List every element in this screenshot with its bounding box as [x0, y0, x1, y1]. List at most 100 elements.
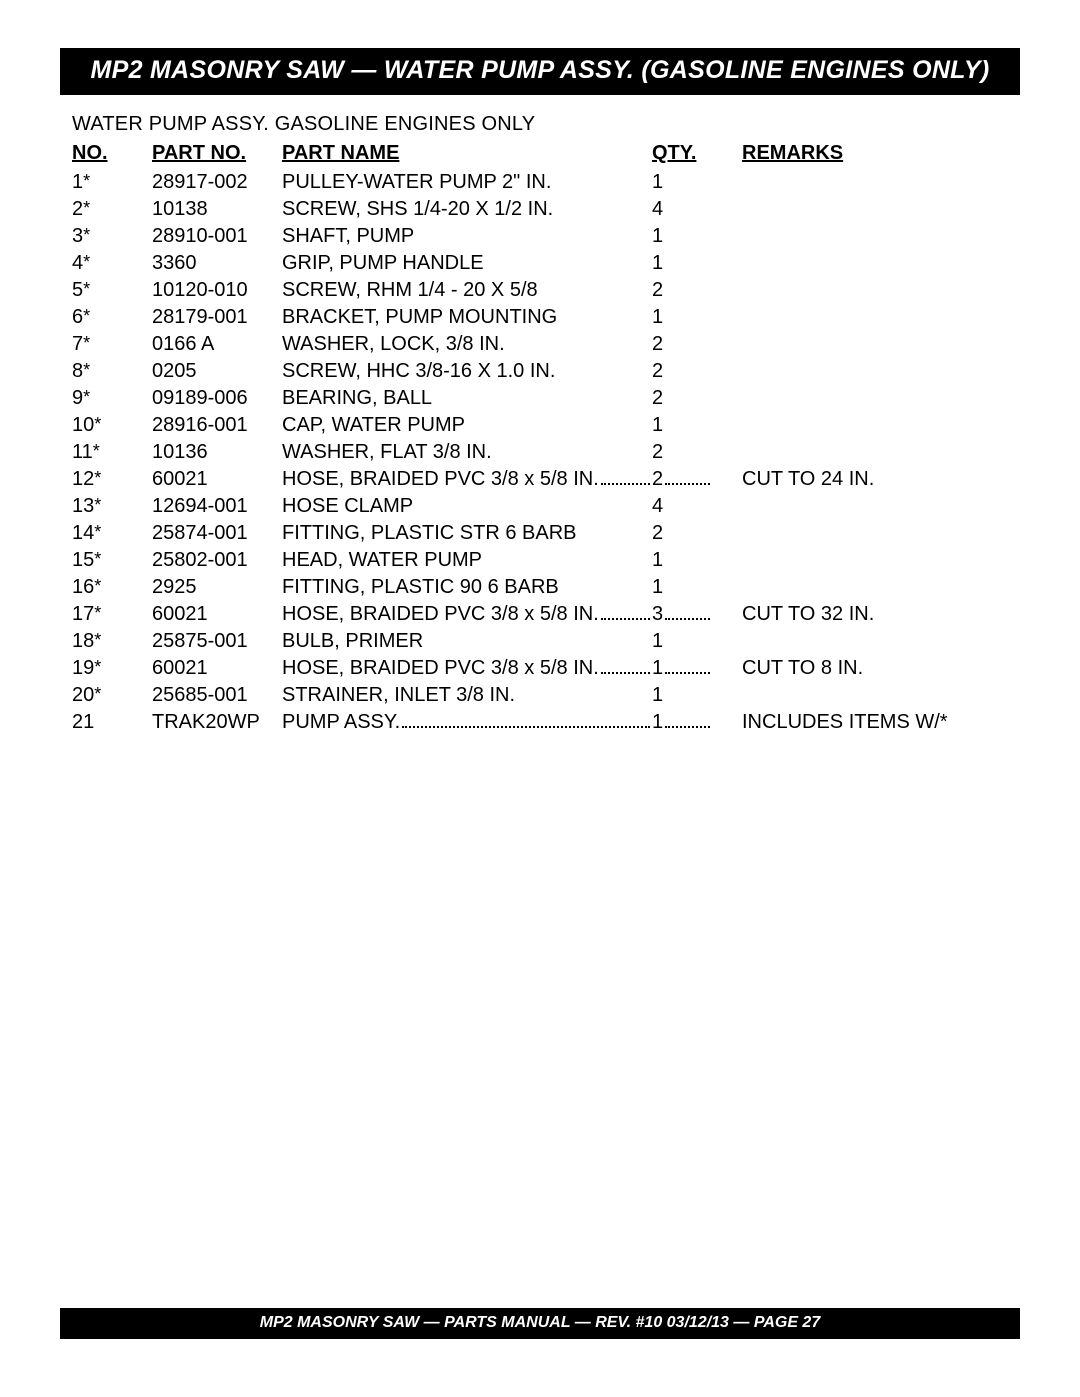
- cell-partno: 25875-001: [152, 628, 282, 655]
- cell-qty: 1: [652, 547, 712, 574]
- cell-partno: 10120-010: [152, 277, 282, 304]
- cell-qty: 1: [652, 304, 712, 331]
- cell-qty: 2: [652, 439, 712, 466]
- cell-no: 3: [72, 223, 152, 250]
- cell-partname: BEARING, BALL: [282, 385, 652, 412]
- dot-leader: [402, 710, 650, 728]
- cell-partname: PULLEY-WATER PUMP 2" IN.: [282, 169, 652, 196]
- cell-partno: 25874-001: [152, 520, 282, 547]
- cell-no: 13: [72, 493, 152, 520]
- cell-no: 9: [72, 385, 152, 412]
- asterisk-icon: [83, 360, 90, 382]
- dot-leader: [601, 602, 650, 620]
- table-row: 1110136WASHER, FLAT 3/8 IN.2: [72, 439, 1012, 466]
- asterisk-icon: [94, 549, 101, 571]
- asterisk-icon: [83, 333, 90, 355]
- table-row: 162925FITTING, PLASTIC 90 6 BARB1: [72, 574, 1012, 601]
- cell-partname: WASHER, FLAT 3/8 IN.: [282, 439, 652, 466]
- col-header-no: NO.: [72, 140, 152, 167]
- cell-partno: 28179-001: [152, 304, 282, 331]
- dot-leader: [601, 656, 650, 674]
- cell-qty: 2: [652, 331, 712, 358]
- cell-partno: 28917-002: [152, 169, 282, 196]
- asterisk-icon: [94, 414, 101, 436]
- cell-partname: SCREW, RHM 1/4 - 20 X 5/8: [282, 277, 652, 304]
- cell-no: 20: [72, 682, 152, 709]
- table-row: 510120-010SCREW, RHM 1/4 - 20 X 5/82: [72, 277, 1012, 304]
- asterisk-icon: [94, 468, 101, 490]
- cell-partno: 28910-001: [152, 223, 282, 250]
- dot-leader: [665, 710, 710, 728]
- table-row: 909189-006BEARING, BALL2: [72, 385, 1012, 412]
- table-row: 628179-001BRACKET, PUMP MOUNTING1: [72, 304, 1012, 331]
- dot-leader: [601, 467, 650, 485]
- cell-qty: 2: [652, 520, 712, 547]
- asterisk-icon: [83, 171, 90, 193]
- col-header-name: PART NAME: [282, 140, 652, 167]
- cell-no: 21: [72, 709, 152, 736]
- asterisk-icon: [94, 684, 101, 706]
- table-row: 210138SCREW, SHS 1/4-20 X 1/2 IN.4: [72, 196, 1012, 223]
- table-row: 1312694-001HOSE CLAMP4: [72, 493, 1012, 520]
- dot-leader: [665, 656, 710, 674]
- parts-table: NO. PART NO. PART NAME QTY. REMARKS 1289…: [72, 140, 1012, 736]
- cell-partname: FITTING, PLASTIC STR 6 BARB: [282, 520, 652, 547]
- cell-no: 15: [72, 547, 152, 574]
- asterisk-icon: [94, 522, 101, 544]
- cell-partno: 0205: [152, 358, 282, 385]
- table-row: 80205SCREW, HHC 3/8-16 X 1.0 IN.2: [72, 358, 1012, 385]
- cell-partname: SCREW, SHS 1/4-20 X 1/2 IN.: [282, 196, 652, 223]
- cell-partno: 28916-001: [152, 412, 282, 439]
- cell-remarks: CUT TO 8 IN.: [712, 655, 1012, 682]
- table-row: 1525802-001HEAD, WATER PUMP1: [72, 547, 1012, 574]
- cell-qty: 1: [652, 628, 712, 655]
- col-header-qty: QTY.: [652, 140, 712, 167]
- cell-partno: 12694-001: [152, 493, 282, 520]
- table-row: 43360GRIP, PUMP HANDLE1: [72, 250, 1012, 277]
- cell-partname: GRIP, PUMP HANDLE: [282, 250, 652, 277]
- cell-partname: HOSE, BRAIDED PVC 3/8 x 5/8 IN.: [282, 466, 652, 493]
- cell-partno: TRAK20WP: [152, 709, 282, 736]
- cell-qty: 4: [652, 493, 712, 520]
- cell-no: 6: [72, 304, 152, 331]
- table-row: 1825875-001BULB, PRIMER1: [72, 628, 1012, 655]
- col-header-partno: PART NO.: [152, 140, 282, 167]
- cell-partname: BULB, PRIMER: [282, 628, 652, 655]
- cell-no: 8: [72, 358, 152, 385]
- cell-no: 12: [72, 466, 152, 493]
- cell-no: 5: [72, 277, 152, 304]
- cell-remarks: CUT TO 24 IN.: [712, 466, 1012, 493]
- cell-partno: 60021: [152, 466, 282, 493]
- cell-no: 10: [72, 412, 152, 439]
- cell-no: 18: [72, 628, 152, 655]
- cell-partno: 60021: [152, 655, 282, 682]
- cell-partno: 10138: [152, 196, 282, 223]
- cell-partno: 25685-001: [152, 682, 282, 709]
- cell-partname: BRACKET, PUMP MOUNTING: [282, 304, 652, 331]
- page-footer-bar: MP2 MASONRY SAW — PARTS MANUAL — REV. #1…: [60, 1308, 1020, 1339]
- cell-partno: 2925: [152, 574, 282, 601]
- cell-qty: 1: [652, 412, 712, 439]
- asterisk-icon: [93, 441, 100, 463]
- cell-qty: 1: [652, 574, 712, 601]
- cell-partno: 0166 A: [152, 331, 282, 358]
- table-row: 70166 AWASHER, LOCK, 3/8 IN.2: [72, 331, 1012, 358]
- cell-partname: SCREW, HHC 3/8-16 X 1.0 IN.: [282, 358, 652, 385]
- asterisk-icon: [83, 198, 90, 220]
- cell-partname: WASHER, LOCK, 3/8 IN.: [282, 331, 652, 358]
- cell-partno: 60021: [152, 601, 282, 628]
- cell-qty: 3: [652, 601, 712, 628]
- cell-no: 11: [72, 439, 152, 466]
- cell-partname: SHAFT, PUMP: [282, 223, 652, 250]
- asterisk-icon: [94, 630, 101, 652]
- table-header-row: NO. PART NO. PART NAME QTY. REMARKS: [72, 140, 1012, 167]
- asterisk-icon: [94, 576, 101, 598]
- cell-qty: 2: [652, 466, 712, 493]
- cell-qty: 1: [652, 682, 712, 709]
- asterisk-icon: [94, 603, 101, 625]
- table-row: 21TRAK20WPPUMP ASSY.1INCLUDES ITEMS W/*: [72, 709, 1012, 736]
- cell-no: 7: [72, 331, 152, 358]
- cell-partno: 25802-001: [152, 547, 282, 574]
- cell-partno: 09189-006: [152, 385, 282, 412]
- asterisk-icon: [83, 387, 90, 409]
